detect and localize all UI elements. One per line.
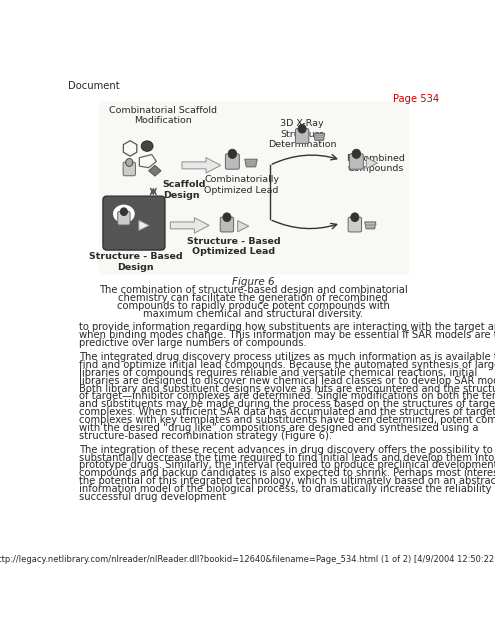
- Ellipse shape: [351, 213, 359, 221]
- Text: libraries of compounds requires reliable and versatile chemical reactions, initi: libraries of compounds requires reliable…: [79, 368, 477, 378]
- Text: Scaffold
Design: Scaffold Design: [163, 180, 206, 200]
- Text: Page 534: Page 534: [393, 93, 439, 104]
- Text: 3D X-Ray
Structure
Determination: 3D X-Ray Structure Determination: [268, 119, 337, 149]
- Ellipse shape: [298, 124, 306, 133]
- Text: substantially decrease the time required to find initial leads and develop them : substantially decrease the time required…: [79, 452, 494, 463]
- Text: compounds and backup candidates is also expected to shrink. Perhaps most interes: compounds and backup candidates is also …: [79, 468, 495, 478]
- Text: Combinatorial Scaffold
Modification: Combinatorial Scaffold Modification: [108, 106, 217, 125]
- Ellipse shape: [228, 149, 237, 159]
- Ellipse shape: [126, 159, 133, 166]
- Text: and substituents may be made during the process based on the structures of targe: and substituents may be made during the …: [79, 399, 495, 409]
- FancyBboxPatch shape: [348, 217, 361, 232]
- Text: when binding modes change. This information may be essential if SAR models are t: when binding modes change. This informat…: [79, 330, 495, 340]
- FancyBboxPatch shape: [123, 162, 136, 176]
- Polygon shape: [245, 159, 257, 167]
- Polygon shape: [139, 220, 149, 230]
- Text: Structure - Based
Design: Structure - Based Design: [89, 252, 182, 272]
- Text: to provide information regarding how substituents are interacting with the targe: to provide information regarding how sub…: [79, 323, 495, 332]
- Ellipse shape: [120, 208, 128, 216]
- Text: The combination of structure-based design and combinatorial: The combination of structure-based desig…: [99, 285, 408, 296]
- FancyBboxPatch shape: [103, 196, 165, 250]
- Text: libraries are designed to discover new chemical lead classes or to develop SAR m: libraries are designed to discover new c…: [79, 376, 495, 386]
- Text: information model of the biological process, to dramatically increase the reliab: information model of the biological proc…: [79, 484, 495, 494]
- Text: structure-based recombination strategy (Figure 6).: structure-based recombination strategy (…: [79, 431, 332, 441]
- Ellipse shape: [141, 141, 153, 151]
- FancyBboxPatch shape: [349, 154, 363, 169]
- Text: Document: Document: [68, 81, 120, 92]
- FancyBboxPatch shape: [225, 154, 240, 169]
- Text: successful drug development: successful drug development: [79, 492, 226, 502]
- Polygon shape: [314, 133, 325, 140]
- Text: complexes with key templates and substituents have been determined, potent compo: complexes with key templates and substit…: [79, 415, 495, 425]
- Text: find and optimize initial lead compounds. Because the automated synthesis of lar: find and optimize initial lead compounds…: [79, 360, 495, 370]
- FancyBboxPatch shape: [220, 217, 234, 232]
- Polygon shape: [148, 165, 161, 176]
- Text: maximum chemical and structural diversity.: maximum chemical and structural diversit…: [143, 308, 363, 319]
- Text: The integration of these recent advances in drug discovery offers the possibilit: The integration of these recent advances…: [79, 445, 493, 454]
- FancyBboxPatch shape: [99, 101, 409, 275]
- Text: Structure - Based
Optimized Lead: Structure - Based Optimized Lead: [187, 237, 281, 257]
- Text: The integrated drug discovery process utilizes as much information as is availab: The integrated drug discovery process ut…: [79, 352, 495, 362]
- Text: with the desired “drug like” compositions are designed and synthesized using a: with the desired “drug like” composition…: [79, 423, 479, 433]
- Text: chemistry can facilitate the generation of recombined: chemistry can facilitate the generation …: [118, 293, 388, 303]
- Polygon shape: [366, 157, 378, 168]
- Text: prototype drugs. Similarly, the interval required to produce preclinical develop: prototype drugs. Similarly, the interval…: [79, 460, 495, 470]
- Ellipse shape: [223, 213, 231, 221]
- Text: of target—inhibitor complexes are determined. Single modifications on both the t: of target—inhibitor complexes are determ…: [79, 392, 495, 401]
- Text: http://legacy.netlibrary.com/nlreader/nlReader.dll?bookid=12640&filename=Page_53: http://legacy.netlibrary.com/nlreader/nl…: [0, 556, 495, 564]
- Polygon shape: [170, 218, 209, 233]
- Text: Both library and substituent designs evolve as hits are encountered and the stru: Both library and substituent designs evo…: [79, 383, 495, 394]
- Text: predictive over large numbers of compounds.: predictive over large numbers of compoun…: [79, 338, 307, 348]
- Text: Recombined
Compounds: Recombined Compounds: [346, 154, 405, 173]
- Text: compounds to rapidly produce potent compounds with: compounds to rapidly produce potent comp…: [117, 301, 390, 311]
- Polygon shape: [238, 221, 249, 232]
- Text: Combinatorially
Optimized Lead: Combinatorially Optimized Lead: [204, 175, 279, 195]
- Polygon shape: [365, 222, 376, 229]
- FancyBboxPatch shape: [296, 129, 309, 143]
- Ellipse shape: [113, 205, 135, 223]
- FancyBboxPatch shape: [118, 211, 130, 225]
- Ellipse shape: [352, 149, 361, 159]
- Polygon shape: [182, 157, 221, 173]
- Text: Figure 6: Figure 6: [232, 277, 275, 287]
- Text: the potential of this integrated technology, which is ultimately based on an abs: the potential of this integrated technol…: [79, 476, 495, 486]
- Text: complexes. When sufficient SAR data has accumulated and the structures of target: complexes. When sufficient SAR data has …: [79, 407, 495, 417]
